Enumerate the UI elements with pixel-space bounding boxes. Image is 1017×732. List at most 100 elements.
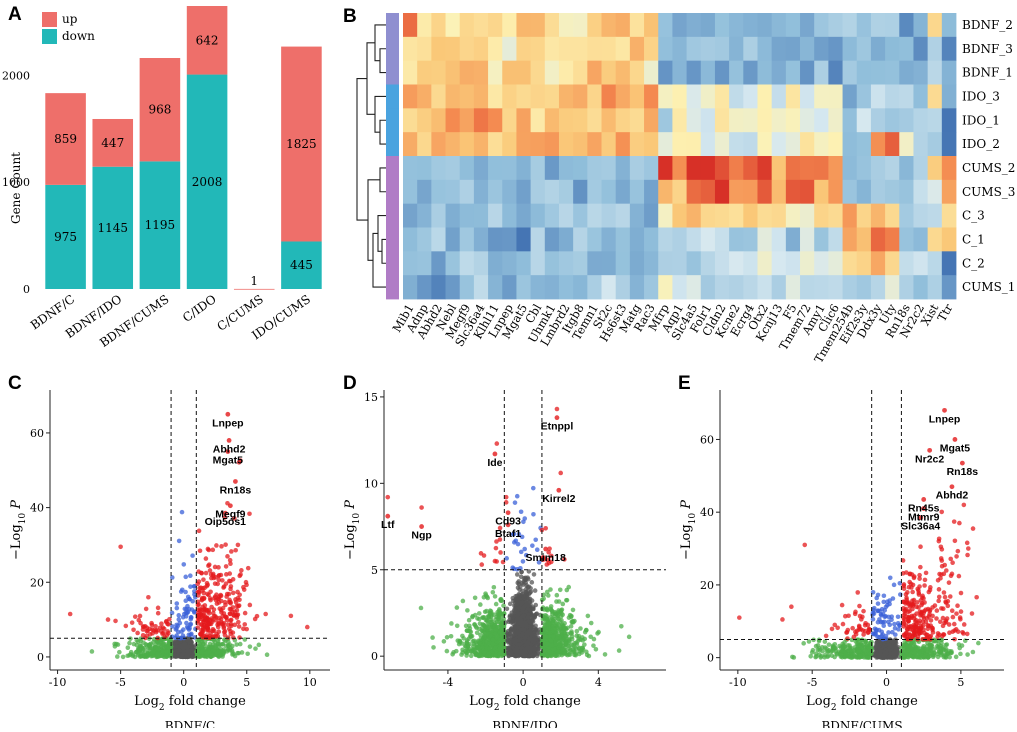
data-point [202, 596, 207, 601]
heatmap-cell [559, 251, 574, 275]
data-point [189, 615, 194, 620]
dendrogram-branch [380, 120, 386, 144]
heatmap-cell [460, 37, 475, 61]
data-point [555, 407, 560, 412]
data-point [226, 640, 231, 645]
labelled-point [385, 514, 390, 519]
data-point [522, 547, 527, 552]
data-point [201, 577, 206, 582]
heatmap-cell [446, 13, 461, 37]
heatmap-cell [630, 204, 645, 228]
heatmap-cell [573, 251, 588, 275]
heatmap-cell [857, 180, 872, 204]
heatmap-cell [516, 108, 531, 132]
data-point [506, 629, 511, 634]
heatmap-cell [800, 132, 815, 156]
bar-label-down-5: 445 [290, 258, 313, 272]
data-point [586, 614, 591, 619]
data-point [533, 537, 538, 542]
heatmap-cell [672, 61, 687, 85]
heatmap-cell [502, 13, 517, 37]
data-point [494, 615, 499, 620]
heatmap-cell [488, 228, 503, 252]
data-point [198, 607, 203, 612]
data-point [242, 622, 247, 627]
data-point [528, 591, 533, 596]
heatmap-cell [885, 13, 900, 37]
data-point [526, 577, 531, 582]
gene-label-Etnppl: Etnppl [541, 421, 574, 433]
bar-label-down-2: 1195 [145, 218, 176, 232]
heatmap-cell [573, 108, 588, 132]
heatmap-cell [942, 61, 957, 85]
heatmap-cell [658, 180, 673, 204]
data-point [431, 645, 436, 650]
heatmap-cell [942, 108, 957, 132]
data-point [230, 648, 235, 653]
data-point [530, 543, 535, 548]
heatmap-cell [899, 13, 914, 37]
heatmap-cell [701, 275, 716, 299]
heatmap-cell [800, 180, 815, 204]
heatmap-cell [474, 108, 489, 132]
heatmap-cell [516, 13, 531, 37]
heatmap-cell [871, 108, 886, 132]
heatmap-cell [602, 204, 617, 228]
labelled-point [556, 488, 561, 493]
x-axis-title: Log2 fold change [469, 694, 581, 713]
heatmap-cell [672, 85, 687, 109]
data-point [183, 598, 188, 603]
data-point [246, 566, 251, 571]
heatmap-cell [772, 156, 787, 180]
data-point [522, 604, 527, 609]
heatmap-cell [928, 156, 943, 180]
data-point [156, 646, 161, 651]
data-point [454, 649, 459, 654]
heatmap-cell [502, 204, 517, 228]
gene-label-Cd93: Cd93 [495, 516, 521, 528]
heatmap-cell [446, 108, 461, 132]
heatmap-cell [687, 228, 702, 252]
legend-swatch-down [42, 29, 57, 44]
data-point [126, 645, 131, 650]
heatmap-cell [786, 180, 801, 204]
heatmap-cell [757, 61, 772, 85]
data-point [156, 606, 161, 611]
heatmap-cell [729, 37, 744, 61]
data-point [156, 611, 161, 616]
data-point [90, 649, 95, 654]
heatmap-cell [743, 180, 758, 204]
heatmap-cell [488, 61, 503, 85]
heatmap-cell [488, 204, 503, 228]
data-point [222, 630, 227, 635]
data-point [546, 630, 551, 635]
heatmap-cell [644, 180, 659, 204]
heatmap-cell [559, 180, 574, 204]
heatmap-cell [559, 204, 574, 228]
heatmap-cell [403, 85, 418, 109]
heatmap-cell [715, 13, 730, 37]
data-point [219, 617, 224, 622]
heatmap-cell [828, 13, 843, 37]
data-point [146, 595, 151, 600]
heatmap-cell [913, 108, 928, 132]
data-point [240, 650, 245, 655]
data-point [521, 582, 526, 587]
heatmap-cell [857, 204, 872, 228]
heatmap-cell [531, 85, 546, 109]
data-point [521, 520, 526, 525]
data-point [529, 654, 534, 659]
data-point [124, 624, 129, 629]
heatmap-cell [474, 156, 489, 180]
data-point [498, 652, 503, 657]
data-point [477, 646, 482, 651]
heatmap-cell [843, 132, 858, 156]
heatmap-cell [602, 61, 617, 85]
heatmap-cell [729, 228, 744, 252]
heatmap-cell [630, 37, 645, 61]
heatmap-cell [843, 228, 858, 252]
x-tick-label-2: 0 [180, 676, 187, 689]
heatmap-cell [701, 204, 716, 228]
data-point [175, 606, 180, 611]
